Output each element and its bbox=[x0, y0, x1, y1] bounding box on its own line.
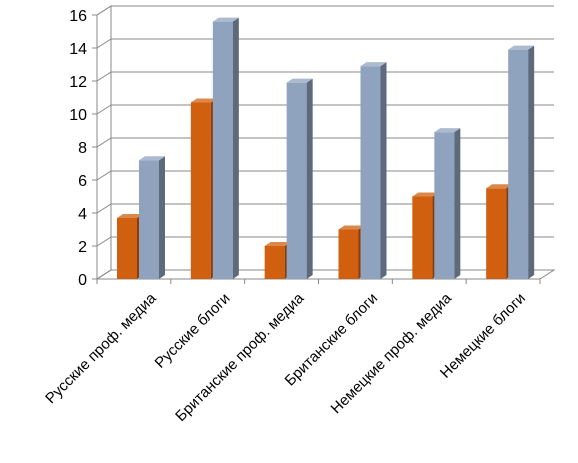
bar-top bbox=[434, 128, 461, 133]
bar-top bbox=[338, 225, 365, 230]
bar-front bbox=[190, 102, 211, 279]
bar-side bbox=[159, 156, 165, 279]
x-category-label: Русские проф. медиа bbox=[42, 289, 160, 407]
y-tick-label: 4 bbox=[78, 206, 87, 223]
gridline bbox=[96, 5, 554, 16]
bar-front bbox=[212, 21, 233, 279]
x-category-label: Немецкие проф. медиа bbox=[328, 289, 456, 417]
gridline bbox=[96, 38, 554, 49]
y-tick-label: 16 bbox=[69, 8, 87, 25]
bar-top bbox=[286, 78, 313, 83]
bar-front bbox=[508, 49, 529, 280]
y-tick-label: 10 bbox=[69, 107, 87, 124]
y-tick-label: 12 bbox=[69, 74, 87, 91]
gridline bbox=[96, 71, 554, 82]
bar-top bbox=[360, 62, 387, 67]
bar-front bbox=[412, 196, 433, 279]
chart-bars bbox=[117, 17, 535, 280]
y-axis-ticks: 0 2 4 6 8 10 12 14 16 bbox=[69, 8, 87, 289]
y-tick-label: 2 bbox=[78, 239, 87, 256]
bar bbox=[139, 156, 165, 279]
y-tick-label: 6 bbox=[78, 173, 87, 190]
chart-grid bbox=[96, 5, 554, 280]
chart-axes bbox=[92, 5, 556, 284]
bar-front bbox=[360, 66, 381, 280]
bar-side bbox=[454, 128, 461, 279]
bar bbox=[212, 17, 239, 279]
bar bbox=[360, 62, 387, 280]
floor bbox=[95, 269, 556, 280]
bar-top bbox=[212, 17, 239, 22]
bar-top bbox=[117, 213, 143, 218]
x-category-label: Русские блоги bbox=[152, 290, 234, 372]
gridline bbox=[96, 203, 554, 214]
bar-front bbox=[139, 160, 159, 279]
gridline bbox=[96, 236, 554, 247]
y-tick-label: 8 bbox=[78, 140, 87, 157]
bar-side bbox=[380, 62, 387, 280]
bar-side bbox=[232, 17, 239, 279]
bar-front bbox=[117, 217, 137, 279]
y-tick-label: 14 bbox=[69, 41, 87, 58]
bar-side bbox=[306, 78, 313, 280]
bar-front bbox=[486, 188, 507, 279]
gridline bbox=[96, 137, 554, 148]
bar bbox=[434, 128, 461, 279]
bar bbox=[508, 45, 535, 280]
bar bbox=[286, 78, 313, 280]
bar-side bbox=[528, 45, 535, 280]
bar-front bbox=[286, 82, 307, 280]
bar-front bbox=[338, 229, 359, 279]
y-tick-label: 0 bbox=[78, 272, 87, 289]
x-category-label: Британские проф. медиа bbox=[172, 289, 308, 425]
gridline bbox=[96, 269, 554, 280]
bar-top bbox=[486, 184, 513, 189]
bar-front bbox=[264, 246, 285, 279]
bar-top bbox=[190, 98, 217, 103]
bar-top bbox=[139, 156, 165, 161]
bar-top bbox=[264, 242, 291, 246]
gridline bbox=[96, 170, 554, 181]
gridline bbox=[96, 104, 554, 115]
bar-front bbox=[434, 132, 455, 279]
bar-top bbox=[412, 192, 439, 197]
bar-top bbox=[508, 45, 535, 50]
